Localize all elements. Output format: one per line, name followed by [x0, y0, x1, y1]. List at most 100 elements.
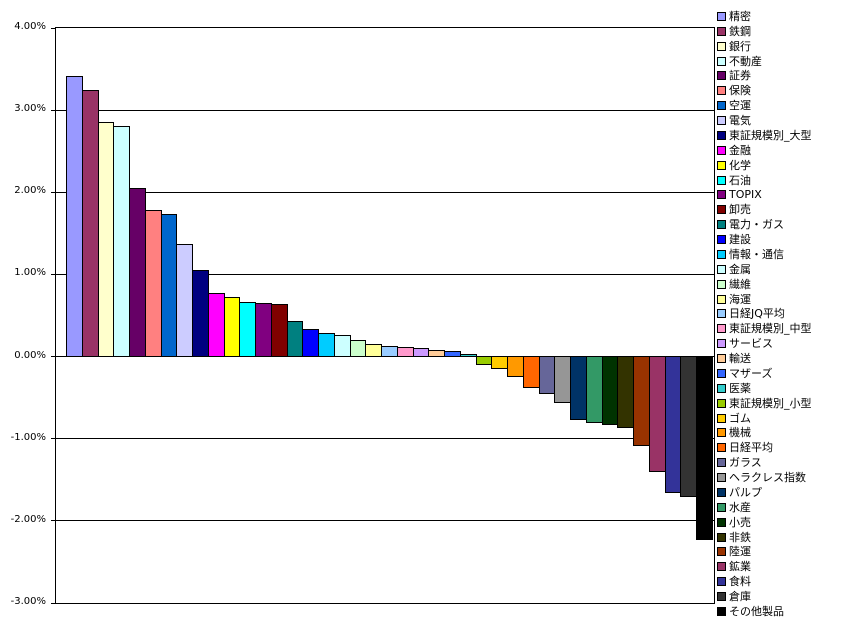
legend-swatch-icon	[717, 205, 726, 215]
legend-label: パルプ	[729, 485, 762, 499]
bar-水産	[586, 355, 603, 423]
y-axis-label-4.00%: 4.00%	[14, 21, 46, 32]
bar-ガラス	[539, 355, 555, 395]
legend-swatch-icon	[717, 264, 726, 274]
legend-swatch-icon	[717, 354, 726, 364]
bar-マザーズ	[444, 350, 461, 357]
legend-item-卸売: 卸売	[717, 202, 847, 217]
bar-東証規模別_中型	[397, 346, 414, 357]
legend-label: 海運	[729, 292, 751, 306]
legend-label: 日経平均	[729, 441, 773, 455]
legend-swatch-icon	[717, 160, 726, 170]
legend-swatch-icon	[717, 294, 726, 304]
legend-swatch-icon	[717, 130, 726, 140]
bar-サービス	[413, 347, 429, 357]
legend-label: 輸送	[729, 352, 751, 366]
y-axis-tick	[51, 27, 55, 29]
gridline-3.00%	[56, 109, 714, 111]
bar-銀行	[98, 121, 114, 357]
legend-label: 精密	[729, 9, 751, 23]
legend-label: 非鉄	[729, 530, 751, 544]
bar-輸送	[428, 350, 445, 357]
legend-item-東証規模別_小型: 東証規模別_小型	[717, 396, 847, 411]
gridline-1.00%	[56, 273, 714, 275]
bar-TOPIX	[255, 303, 272, 357]
bar-日経JQ平均	[381, 345, 398, 357]
legend-swatch-icon	[717, 145, 726, 155]
legend-label: 小売	[729, 515, 751, 529]
legend-item-電気: 電気	[717, 113, 847, 128]
y-axis-label-3.00%: 3.00%	[14, 103, 46, 115]
legend-label: 東証規模別_中型	[729, 322, 812, 336]
legend-swatch-icon	[717, 383, 726, 393]
bar-その他製品	[696, 355, 713, 540]
legend-item-東証規模別_大型: 東証規模別_大型	[717, 128, 847, 143]
legend-item-食料: 食料	[717, 574, 847, 589]
y-axis-tick	[51, 273, 55, 275]
legend-item-小売: 小売	[717, 515, 847, 530]
legend-item-ゴム: ゴム	[717, 411, 847, 426]
legend-swatch-icon	[717, 309, 726, 319]
bar-電力・ガス	[287, 321, 303, 357]
legend-label: TOPIX	[729, 188, 762, 202]
bar-東証規模別_小型	[476, 355, 492, 366]
legend-swatch-icon	[717, 41, 726, 51]
legend-swatch-icon	[717, 577, 726, 587]
legend-item-ヘラクレス指数: ヘラクレス指数	[717, 470, 847, 485]
y-axis-tick	[51, 438, 55, 440]
legend-item-陸運: 陸運	[717, 545, 847, 560]
legend-swatch-icon	[717, 532, 726, 542]
legend-item-機械: 機械	[717, 426, 847, 441]
bar-海運	[365, 344, 382, 357]
legend-label: ヘラクレス指数	[729, 471, 806, 485]
legend-label: 陸運	[729, 545, 751, 559]
bar-化学	[224, 296, 240, 357]
legend-item-情報・通信: 情報・通信	[717, 247, 847, 262]
bar-建設	[302, 328, 319, 357]
legend-item-鉄鋼: 鉄鋼	[717, 24, 847, 39]
legend-item-空運: 空運	[717, 98, 847, 113]
legend-item-マザーズ: マザーズ	[717, 366, 847, 381]
legend-swatch-icon	[717, 458, 726, 468]
legend-label: 石油	[729, 173, 751, 187]
legend-item-非鉄: 非鉄	[717, 530, 847, 545]
gridline-0.00%	[56, 356, 714, 358]
legend-swatch-icon	[717, 56, 726, 66]
bar-東証規模別_大型	[192, 270, 209, 357]
legend-swatch-icon	[717, 368, 726, 378]
legend-label: 証券	[729, 69, 751, 83]
y-axis-label--3.00%: -3.00%	[10, 596, 46, 607]
legend-item-不動産: 不動産	[717, 54, 847, 69]
legend-label: 銀行	[729, 39, 751, 53]
legend-swatch-icon	[717, 487, 726, 497]
legend-label: 繊維	[729, 277, 751, 291]
gridline-2.00%	[56, 191, 714, 193]
legend-label: 電力・ガス	[729, 218, 784, 232]
legend-swatch-icon	[717, 398, 726, 408]
legend-item-証券: 証券	[717, 69, 847, 84]
bar-倉庫	[680, 355, 697, 497]
legend-label: 鉄鋼	[729, 24, 751, 38]
legend-swatch-icon	[717, 11, 726, 21]
legend-item-電力・ガス: 電力・ガス	[717, 217, 847, 232]
bar-電気	[176, 244, 193, 357]
legend-label: 東証規模別_小型	[729, 396, 812, 410]
bar-証券	[129, 188, 146, 357]
bar-日経平均	[523, 355, 540, 389]
bar-ヘラクレス指数	[554, 355, 571, 404]
legend-label: 情報・通信	[729, 247, 784, 261]
legend-swatch-icon	[717, 547, 726, 557]
bar-金融	[208, 292, 225, 357]
bar-機械	[507, 355, 524, 377]
legend-label: ガラス	[729, 456, 762, 470]
gridline--1.00%	[56, 438, 714, 440]
legend-label: ゴム	[729, 411, 751, 425]
legend-item-水産: 水産	[717, 500, 847, 515]
legend-swatch-icon	[717, 116, 726, 126]
legend-swatch-icon	[717, 235, 726, 245]
legend-item-銀行: 銀行	[717, 39, 847, 54]
bar-石油	[239, 302, 256, 357]
y-axis-label-2.00%: 2.00%	[14, 185, 46, 197]
y-axis-tick	[51, 602, 55, 604]
